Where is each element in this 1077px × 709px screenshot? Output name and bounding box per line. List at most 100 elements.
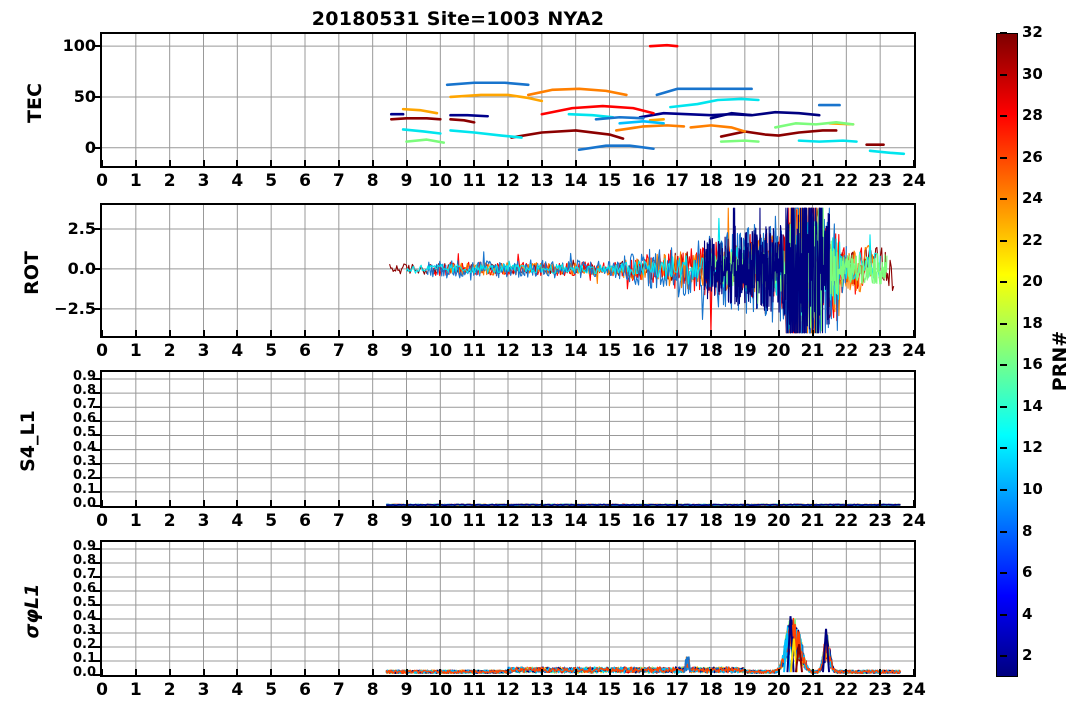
xtick-mark <box>337 330 340 338</box>
xtick-label: 7 <box>332 511 345 531</box>
xtick-mark <box>777 160 780 168</box>
xtick-mark <box>168 330 171 338</box>
xtick-label: 17 <box>665 511 689 531</box>
colorbar-tick-mark <box>1000 239 1007 242</box>
xtick-mark <box>743 669 746 677</box>
ytick-mark <box>93 632 101 634</box>
xtick-label: 3 <box>197 680 210 700</box>
ytick-label: −2.5 <box>54 298 96 318</box>
xtick-mark <box>236 160 239 168</box>
xtick-label: 6 <box>299 680 311 700</box>
xtick-mark <box>642 669 645 677</box>
xtick-label: 7 <box>332 171 345 191</box>
colorbar-tick-mark <box>1000 115 1007 118</box>
xtick-label: 3 <box>197 341 210 361</box>
xtick-label: 15 <box>597 680 622 700</box>
ytick-label: 0.4 <box>72 439 96 455</box>
xtick-label: 18 <box>699 171 723 191</box>
ytick-label: 0.8 <box>72 553 96 568</box>
xtick-mark <box>304 669 306 677</box>
sigmaphi-plot-area <box>102 542 914 675</box>
xtick-label: 4 <box>231 341 244 361</box>
xtick-mark <box>101 330 103 338</box>
xtick-mark <box>845 330 848 338</box>
xtick-label: 18 <box>699 341 723 361</box>
xtick-mark <box>371 330 374 338</box>
xtick-label: 19 <box>732 171 757 191</box>
xtick-mark <box>913 669 915 677</box>
ytick-mark <box>93 406 101 409</box>
xtick-label: 2 <box>163 511 176 531</box>
xtick-label: 8 <box>366 511 379 531</box>
colorbar-tick-mark <box>1000 198 1007 201</box>
colorbar-tick-mark <box>1000 73 1007 76</box>
colorbar-tick-mark <box>1000 572 1007 575</box>
xtick-label: 10 <box>428 171 453 191</box>
xtick-label: 4 <box>231 171 244 191</box>
xtick-mark <box>337 669 340 677</box>
ytick-mark <box>93 392 101 395</box>
ytick-mark <box>93 307 101 310</box>
xtick-mark <box>439 500 442 508</box>
xtick-mark <box>134 330 137 338</box>
xtick-label: 13 <box>529 680 554 700</box>
xtick-mark <box>405 160 408 168</box>
xtick-mark <box>473 330 476 338</box>
xtick-mark <box>304 500 306 508</box>
xtick-mark <box>710 669 712 677</box>
ytick-label: 0.7 <box>72 567 96 582</box>
ytick-label: 0.1 <box>72 651 96 666</box>
xtick-label: 12 <box>496 341 520 361</box>
xtick-mark <box>608 669 611 677</box>
xtick-mark <box>811 160 814 168</box>
ytick-mark <box>93 95 101 98</box>
ytick-mark <box>93 45 101 48</box>
ytick-label: 0.0 <box>72 665 96 680</box>
xtick-label: 10 <box>428 341 453 361</box>
xtick-mark <box>507 500 509 508</box>
xtick-mark <box>913 330 915 338</box>
xtick-mark <box>811 500 814 508</box>
xtick-mark <box>134 669 137 677</box>
ytick-mark <box>93 505 101 507</box>
xtick-label: 3 <box>197 171 210 191</box>
xtick-label: 13 <box>529 511 554 531</box>
ytick-label: 0.0 <box>72 496 96 511</box>
xtick-label: 24 <box>902 171 926 191</box>
panel-tec <box>100 32 916 168</box>
xtick-label: 16 <box>631 171 656 191</box>
ytick-mark <box>93 476 101 479</box>
xtick-label: 1 <box>129 171 142 191</box>
xtick-mark <box>879 669 882 677</box>
xtick-label: 18 <box>699 680 723 700</box>
xtick-mark <box>540 330 543 338</box>
ytick-mark <box>93 562 101 564</box>
xtick-mark <box>337 160 340 168</box>
xtick-mark <box>710 500 712 508</box>
ytick-label: 0.9 <box>72 539 96 554</box>
xtick-label: 8 <box>366 171 379 191</box>
ytick-mark <box>93 660 101 662</box>
ytick-mark <box>93 420 101 423</box>
tec-plot-area <box>102 34 914 166</box>
colorbar-tick-label: 24 <box>1022 189 1043 208</box>
ytick-label: 2.5 <box>67 218 96 238</box>
xtick-label: 24 <box>902 341 926 361</box>
ytick-label: 0.3 <box>72 623 96 638</box>
xtick-label: 8 <box>366 341 379 361</box>
xtick-mark <box>371 160 374 168</box>
xtick-label: 23 <box>868 171 892 191</box>
xtick-label: 14 <box>563 680 588 700</box>
xtick-label: 1 <box>129 341 142 361</box>
xtick-label: 16 <box>631 680 656 700</box>
xtick-mark <box>608 160 611 168</box>
xtick-mark <box>101 500 103 508</box>
xtick-label: 15 <box>597 511 622 531</box>
xtick-mark <box>371 669 374 677</box>
ytick-label: 0.5 <box>72 425 96 441</box>
xtick-label: 12 <box>496 171 520 191</box>
xtick-label: 5 <box>265 680 278 700</box>
xtick-mark <box>473 669 476 677</box>
colorbar-tick-mark <box>1000 530 1007 533</box>
